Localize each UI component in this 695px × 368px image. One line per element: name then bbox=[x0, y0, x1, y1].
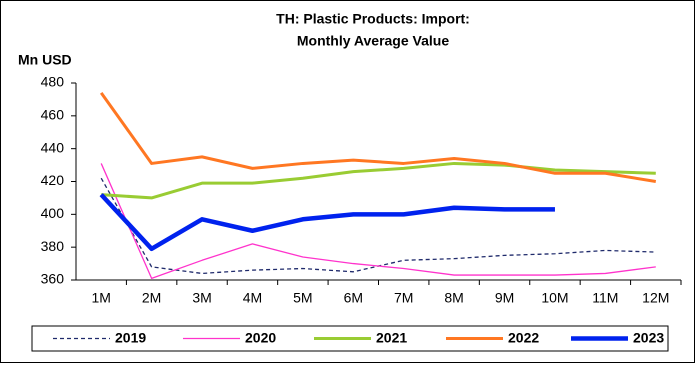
y-tick-label: 360 bbox=[41, 271, 65, 287]
series-line bbox=[99, 91, 657, 183]
x-tick-label: 10M bbox=[541, 290, 568, 306]
chart-title: TH: Plastic Products: Import: bbox=[276, 11, 470, 27]
legend-label: 2019 bbox=[115, 330, 146, 346]
x-tick-label: 4M bbox=[243, 290, 262, 306]
x-tick-label: 6M bbox=[344, 290, 363, 306]
x-tick-label: 8M bbox=[444, 290, 463, 306]
x-tick-label: 1M bbox=[91, 290, 110, 306]
legend-label: 2023 bbox=[633, 330, 664, 346]
y-tick-label: 380 bbox=[41, 238, 65, 254]
y-tick-label: 480 bbox=[41, 74, 65, 90]
series-line bbox=[99, 193, 555, 252]
x-tick-label: 2M bbox=[142, 290, 161, 306]
series-line bbox=[100, 163, 656, 280]
legend-label: 2022 bbox=[508, 330, 539, 346]
x-tick-label: 7M bbox=[394, 290, 413, 306]
y-tick-label: 420 bbox=[41, 172, 65, 188]
series-line bbox=[101, 161, 656, 200]
legend-label: 2021 bbox=[376, 330, 407, 346]
y-axis-label: Mn USD bbox=[18, 52, 72, 68]
x-tick-label: 9M bbox=[495, 290, 514, 306]
y-tick-label: 400 bbox=[41, 205, 65, 221]
x-tick-label: 12M bbox=[642, 290, 669, 306]
legend-box bbox=[31, 325, 669, 352]
x-tick-label: 11M bbox=[592, 290, 618, 306]
legend-label: 2020 bbox=[245, 330, 276, 346]
y-tick-label: 440 bbox=[41, 139, 65, 155]
x-tick-label: 3M bbox=[192, 290, 211, 306]
y-tick-label: 460 bbox=[41, 107, 65, 123]
chart-title: Monthly Average Value bbox=[297, 33, 449, 49]
x-tick-label: 5M bbox=[293, 290, 312, 306]
